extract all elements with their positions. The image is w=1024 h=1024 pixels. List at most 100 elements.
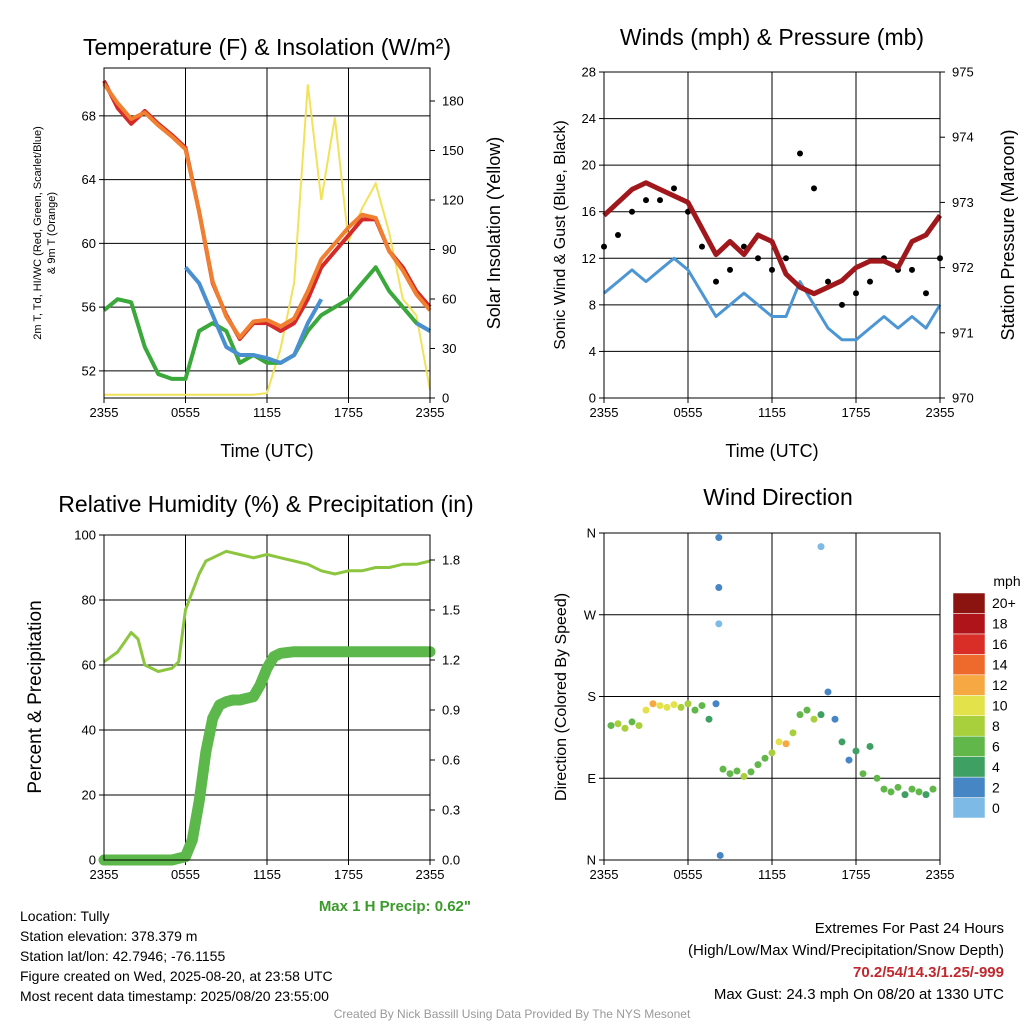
direction-point <box>614 720 622 728</box>
y-tick-label: 40 <box>82 723 96 738</box>
x-tick-label: 2355 <box>416 405 445 420</box>
legend-label: 2 <box>992 779 1000 795</box>
direction-point <box>628 718 636 726</box>
x-tick-label: 2355 <box>926 405 955 420</box>
y2-tick-label: 0.9 <box>442 703 460 718</box>
y2-tick-label: 971 <box>952 325 974 340</box>
direction-point <box>670 701 678 709</box>
legend-label: 12 <box>992 677 1008 693</box>
direction-point <box>901 791 909 799</box>
y2-tick-label: 120 <box>442 193 464 208</box>
wind-x-axis-label: Time (UTC) <box>725 441 818 461</box>
direction-point <box>922 791 930 799</box>
gust-point <box>811 185 817 192</box>
x-tick-label: 1755 <box>842 405 871 420</box>
y-tick-label: 20 <box>82 788 96 803</box>
direction-point <box>705 715 713 723</box>
direction-point <box>880 785 888 793</box>
legend-swatch <box>952 654 986 676</box>
extremes-title: Extremes For Past 24 Hours <box>814 920 1004 937</box>
max-gust-text: Max Gust: 24.3 mph On 08/20 at 1330 UTC <box>713 986 1004 1003</box>
y2-tick-label: 973 <box>952 195 974 210</box>
x-tick-label: 2355 <box>90 405 119 420</box>
plot-frame-3 <box>603 532 941 861</box>
direction-point <box>656 702 664 710</box>
location-text: Location: Tully <box>20 908 110 924</box>
gust-point <box>909 266 915 273</box>
y2-tick-label: 30 <box>442 341 456 356</box>
x-tick-label: 2355 <box>90 867 119 882</box>
y2-tick-label: 90 <box>442 242 456 257</box>
temp-series-line-2 <box>102 265 432 381</box>
direction-point <box>716 851 724 859</box>
direction-point <box>796 711 804 719</box>
x-tick-label: 1155 <box>253 405 281 420</box>
direction-point <box>719 765 727 773</box>
legend-swatch <box>952 797 986 819</box>
legend-label: 18 <box>992 616 1008 632</box>
direction-point <box>775 738 783 746</box>
extremes-values: 70.2/54/14.3/1.25/-999 <box>853 964 1004 981</box>
legend-label: 4 <box>992 759 1000 775</box>
gust-point <box>923 290 929 297</box>
direction-point <box>691 706 699 714</box>
direction-point <box>929 785 937 793</box>
gust-point <box>825 278 831 285</box>
y-tick-label: 0 <box>89 853 96 868</box>
direction-point <box>663 703 671 711</box>
gust-point <box>755 255 761 262</box>
direction-point <box>894 783 902 791</box>
legend-label: 10 <box>992 698 1008 714</box>
direction-point <box>859 770 867 778</box>
temp-chart-title: Temperature (F) & Insolation (W/m²) <box>83 34 451 60</box>
gust-point <box>741 243 747 250</box>
legend-label: 16 <box>992 636 1008 652</box>
elevation-text: Station elevation: 378.379 m <box>20 928 198 944</box>
y-tick-label: 100 <box>74 528 96 543</box>
direction-point <box>824 688 832 696</box>
x-tick-label: 1155 <box>758 405 786 420</box>
pressure-line <box>602 180 943 297</box>
y2-tick-label: 970 <box>952 391 974 406</box>
direction-point <box>733 767 741 775</box>
y2-tick-label: 60 <box>442 292 456 307</box>
plot-frame-2 <box>103 534 431 861</box>
legend-label: 6 <box>992 738 1000 754</box>
humidity-line <box>103 549 431 673</box>
x-tick-label: 0555 <box>674 405 703 420</box>
temp-y-axis-label-2: & 9m T (Orange) <box>46 192 58 274</box>
y2-tick-label: 150 <box>442 143 464 158</box>
direction-point <box>852 747 860 755</box>
gust-point <box>657 197 663 204</box>
plot-frame-1 <box>603 71 941 399</box>
y-tick-label: 60 <box>82 236 96 251</box>
y-tick-label: 16 <box>582 204 596 219</box>
direction-point <box>726 770 734 778</box>
y-tick-label: 60 <box>82 658 96 673</box>
y-tick-label: 28 <box>582 65 596 80</box>
temp-x-axis-label: Time (UTC) <box>220 441 313 461</box>
gust-point <box>699 243 705 250</box>
y-tick-label: 24 <box>582 111 596 126</box>
temp-y2-axis-label: Solar Insolation (Yellow) <box>484 137 504 329</box>
y-tick-label: 56 <box>82 300 96 315</box>
direction-point <box>712 700 720 708</box>
direction-point <box>642 706 650 714</box>
direction-point <box>715 620 723 628</box>
legend-swatch <box>952 695 986 716</box>
direction-point <box>845 756 853 764</box>
direction-y-axis-label: Direction (Colored By Speed) <box>553 593 570 801</box>
direction-point <box>747 768 755 776</box>
x-tick-label: 1155 <box>253 867 281 882</box>
direction-tick-label: N <box>587 526 596 541</box>
wind-y2-axis-label: Station Pressure (Maroon) <box>998 129 1018 340</box>
direction-point <box>915 788 923 796</box>
direction-point <box>607 722 615 730</box>
temp-y-axis-label-1: 2m T, Td, HI/WC (Red, Green, Scarlet/Blu… <box>32 126 44 340</box>
direction-point <box>684 700 692 708</box>
legend-label: 14 <box>992 657 1008 673</box>
legend-swatch <box>952 776 986 798</box>
y2-tick-label: 1.2 <box>442 653 460 668</box>
direction-point <box>810 715 818 723</box>
y2-tick-label: 975 <box>952 65 974 80</box>
